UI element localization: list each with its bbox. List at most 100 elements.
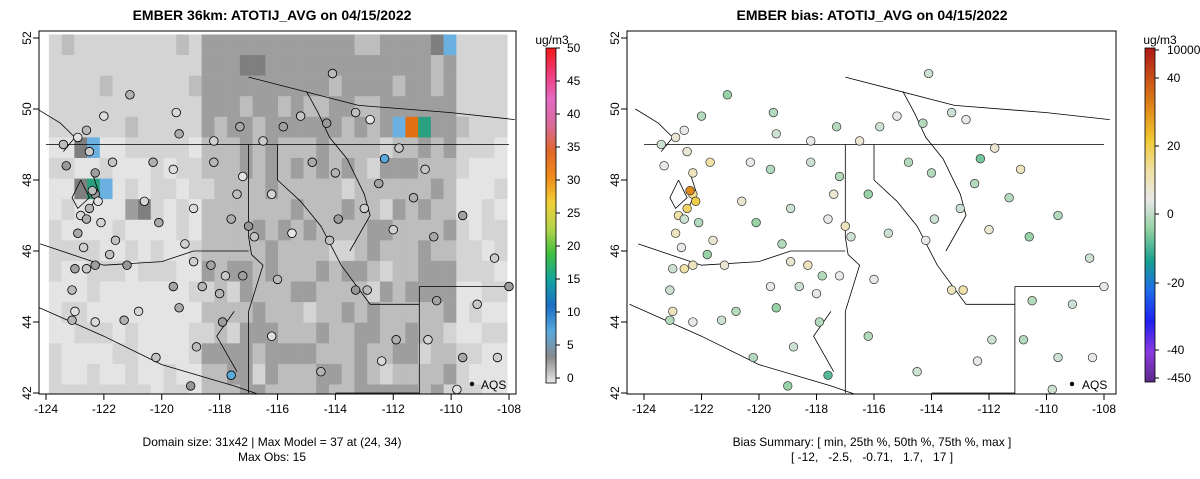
bias-point — [771, 303, 781, 313]
observation-point — [81, 214, 92, 224]
observation-point — [316, 367, 326, 377]
right-map-background — [627, 31, 1116, 394]
bias-point — [719, 260, 730, 270]
boundary-line — [669, 179, 688, 210]
y-tick-label: 46 — [608, 244, 622, 258]
grid-cell — [252, 55, 266, 76]
grid-cell — [61, 240, 75, 262]
grid-cell — [150, 178, 164, 200]
grid-cell — [379, 199, 393, 221]
boundary-line — [248, 144, 264, 393]
right-chart-title: EMBER bias: ATOTIJ_AVG on 04/15/2022 — [736, 7, 1007, 23]
grid-cell — [265, 157, 279, 179]
y-tick-label: 50 — [608, 102, 622, 116]
grid-cell — [379, 363, 393, 385]
grid-cell — [150, 116, 164, 138]
grid-cell — [316, 281, 330, 303]
bias-point — [708, 235, 718, 246]
colorbar-tick-label: 15 — [567, 272, 581, 286]
observation-point — [472, 299, 482, 309]
grid-cell — [99, 384, 113, 394]
grid-cell — [481, 363, 495, 385]
grid-cell — [278, 363, 292, 385]
grid-cell — [99, 343, 113, 365]
grid-cell — [214, 34, 228, 56]
x-tick-label: -108 — [497, 402, 521, 416]
grid-cell — [443, 384, 457, 394]
grid-cell — [239, 34, 253, 56]
grid-cell — [138, 55, 152, 76]
grid-cell — [392, 343, 406, 365]
grid-cell — [112, 75, 126, 97]
grid-cell — [99, 55, 113, 76]
grid-cell — [278, 281, 292, 303]
grid-cell — [494, 322, 508, 344]
grid-cell — [252, 302, 266, 324]
y-tick-label: 46 — [20, 244, 34, 258]
grid-cell — [125, 322, 139, 344]
grid-cell — [112, 281, 126, 303]
grid-cell — [252, 178, 266, 200]
grid-cell — [112, 55, 126, 76]
bias-point — [1004, 193, 1014, 203]
grid-cell — [87, 219, 101, 241]
grid-cell — [303, 219, 317, 241]
grid-cell — [163, 55, 177, 76]
boundary-line — [40, 243, 249, 266]
grid-cell — [481, 302, 495, 324]
grid-cell — [138, 137, 152, 159]
bias-point — [834, 171, 845, 182]
bias-point — [688, 317, 698, 327]
right-caption-line1: Bias Summary: [ min, 25th %, 50th %, 75t… — [733, 435, 1012, 449]
y-tick-label: 48 — [20, 173, 34, 187]
bias-point — [1047, 384, 1057, 394]
grid-cell — [443, 219, 457, 241]
observation-point — [226, 214, 236, 224]
observation-point — [81, 125, 92, 136]
grid-cell — [469, 219, 483, 241]
x-tick-label: -114 — [920, 402, 943, 416]
grid-cell — [290, 281, 304, 303]
grid-cell — [367, 302, 381, 324]
grid-cell — [150, 281, 164, 303]
grid-cell — [469, 363, 483, 385]
x-tick-label: -122 — [689, 402, 713, 416]
grid-cell — [392, 219, 406, 241]
observation-point — [84, 146, 95, 157]
x-tick-label: -120 — [150, 402, 174, 416]
grid-cell — [112, 343, 126, 365]
x-tick-label: -124 — [34, 402, 58, 416]
grid-cell — [48, 384, 62, 394]
grid-cell — [303, 322, 317, 344]
grid-cell — [379, 75, 393, 97]
bias-point — [768, 107, 779, 118]
grid-cell — [252, 384, 266, 394]
grid-cell — [265, 137, 279, 159]
left-caption-line2: Max Obs: 15 — [238, 450, 306, 464]
grid-cell — [138, 302, 152, 324]
grid-cell — [74, 384, 88, 394]
grid-cell — [99, 34, 113, 56]
grid-cell — [354, 157, 368, 179]
grid-cell — [494, 75, 508, 97]
right-plot-frame — [626, 30, 1117, 395]
grid-cell — [418, 302, 432, 324]
grid-cell — [392, 260, 406, 282]
observation-point — [81, 264, 92, 274]
observation-point — [122, 260, 132, 270]
grid-cell — [303, 178, 317, 200]
grid-cell — [125, 363, 139, 385]
bias-point — [670, 132, 681, 143]
observation-point — [391, 335, 401, 345]
colorbar-tick-label: 0 — [567, 371, 574, 385]
grid-cell — [354, 343, 368, 365]
observation-point — [287, 228, 297, 238]
observation-point — [359, 203, 370, 214]
boundary-line — [216, 311, 238, 372]
grid-cell — [418, 75, 432, 97]
grid-cell — [430, 260, 444, 282]
observation-point — [99, 111, 109, 121]
grid-cell — [278, 302, 292, 324]
grid-cell — [443, 199, 457, 221]
bias-point — [785, 257, 796, 267]
